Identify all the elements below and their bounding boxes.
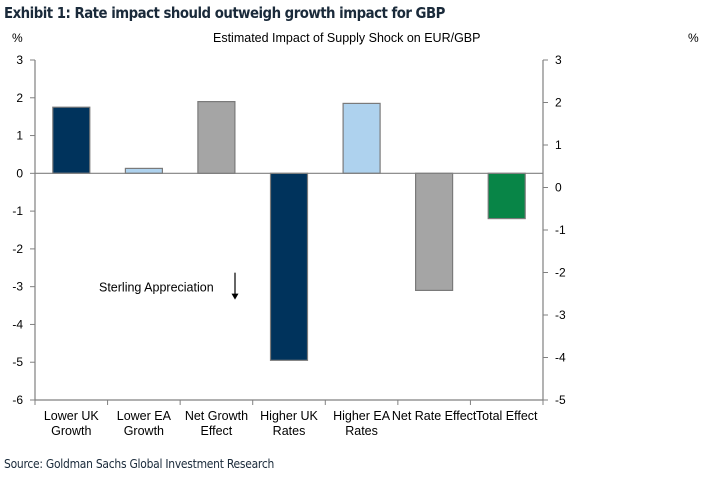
category-label: Lower EA [117, 409, 172, 423]
left-axis-unit: % [12, 31, 23, 45]
right-tick-label: 2 [555, 96, 562, 110]
right-axis-unit: % [688, 31, 699, 45]
category-label: Higher UK [260, 409, 318, 423]
left-tick-label: 3 [16, 53, 23, 67]
left-tick-label: -6 [12, 393, 23, 407]
annotations-group: Sterling Appreciation [99, 272, 239, 300]
bar [342, 102, 381, 174]
left-tick-label: 1 [16, 129, 23, 143]
exhibit-title: Exhibit 1: Rate impact should outweigh g… [4, 4, 445, 22]
right-tick-label: 3 [555, 53, 562, 67]
right-tick-label: 0 [555, 181, 562, 195]
left-tick-label: -1 [12, 204, 23, 218]
category-label: Lower UK [44, 409, 100, 423]
left-tick-label: -4 [12, 317, 23, 331]
left-tick-label: 0 [16, 166, 23, 180]
category-label: Growth [51, 424, 91, 438]
axes-group [30, 59, 548, 405]
bar [487, 172, 526, 220]
bars-group [52, 100, 526, 361]
annotation-label: Sterling Appreciation [99, 281, 214, 295]
bar [124, 167, 164, 174]
left-tick-label: -2 [12, 242, 23, 256]
bar [197, 100, 236, 175]
right-tick-label: -3 [555, 308, 566, 322]
right-tick-label: -2 [555, 266, 566, 280]
category-label: Rates [273, 424, 306, 438]
category-label: Net Rate Effect [392, 409, 477, 423]
category-label: Total Effect [476, 409, 538, 423]
category-label: Growth [124, 424, 164, 438]
right-tick-label: -4 [555, 351, 566, 365]
right-tick-label: -1 [555, 223, 566, 237]
bar [415, 172, 454, 292]
category-label: Rates [345, 424, 378, 438]
category-label: Effect [201, 424, 233, 438]
right-tick-label: -5 [555, 393, 566, 407]
right-tick-label: 1 [555, 138, 562, 152]
source-note: Source: Goldman Sachs Global Investment … [4, 456, 275, 471]
bar [269, 172, 309, 361]
left-tick-label: -5 [12, 355, 23, 369]
category-label: Higher EA [333, 409, 391, 423]
arrow-down-icon [231, 293, 239, 300]
left-tick-label: 2 [16, 91, 23, 105]
category-label: Net Growth [185, 409, 248, 423]
chart-title: Estimated Impact of Supply Shock on EUR/… [213, 31, 480, 45]
bar [52, 106, 91, 174]
left-tick-label: -3 [12, 280, 23, 294]
